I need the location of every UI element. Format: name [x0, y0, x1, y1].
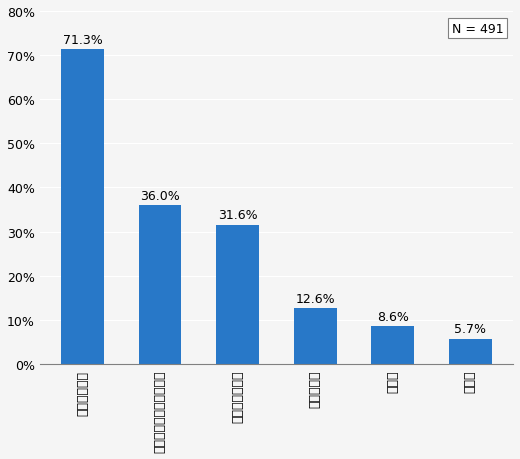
Bar [61, 50, 104, 364]
Text: 8.6%: 8.6% [377, 310, 409, 323]
Bar [294, 309, 336, 364]
Bar [449, 339, 491, 364]
Text: 36.0%: 36.0% [140, 189, 180, 202]
Text: N = 491: N = 491 [452, 22, 503, 35]
Bar [371, 326, 414, 364]
Bar [139, 206, 181, 364]
Text: 71.3%: 71.3% [63, 34, 102, 47]
Text: 31.6%: 31.6% [218, 208, 257, 222]
Bar [216, 225, 259, 364]
Text: 12.6%: 12.6% [295, 292, 335, 305]
Text: 5.7%: 5.7% [454, 323, 486, 336]
